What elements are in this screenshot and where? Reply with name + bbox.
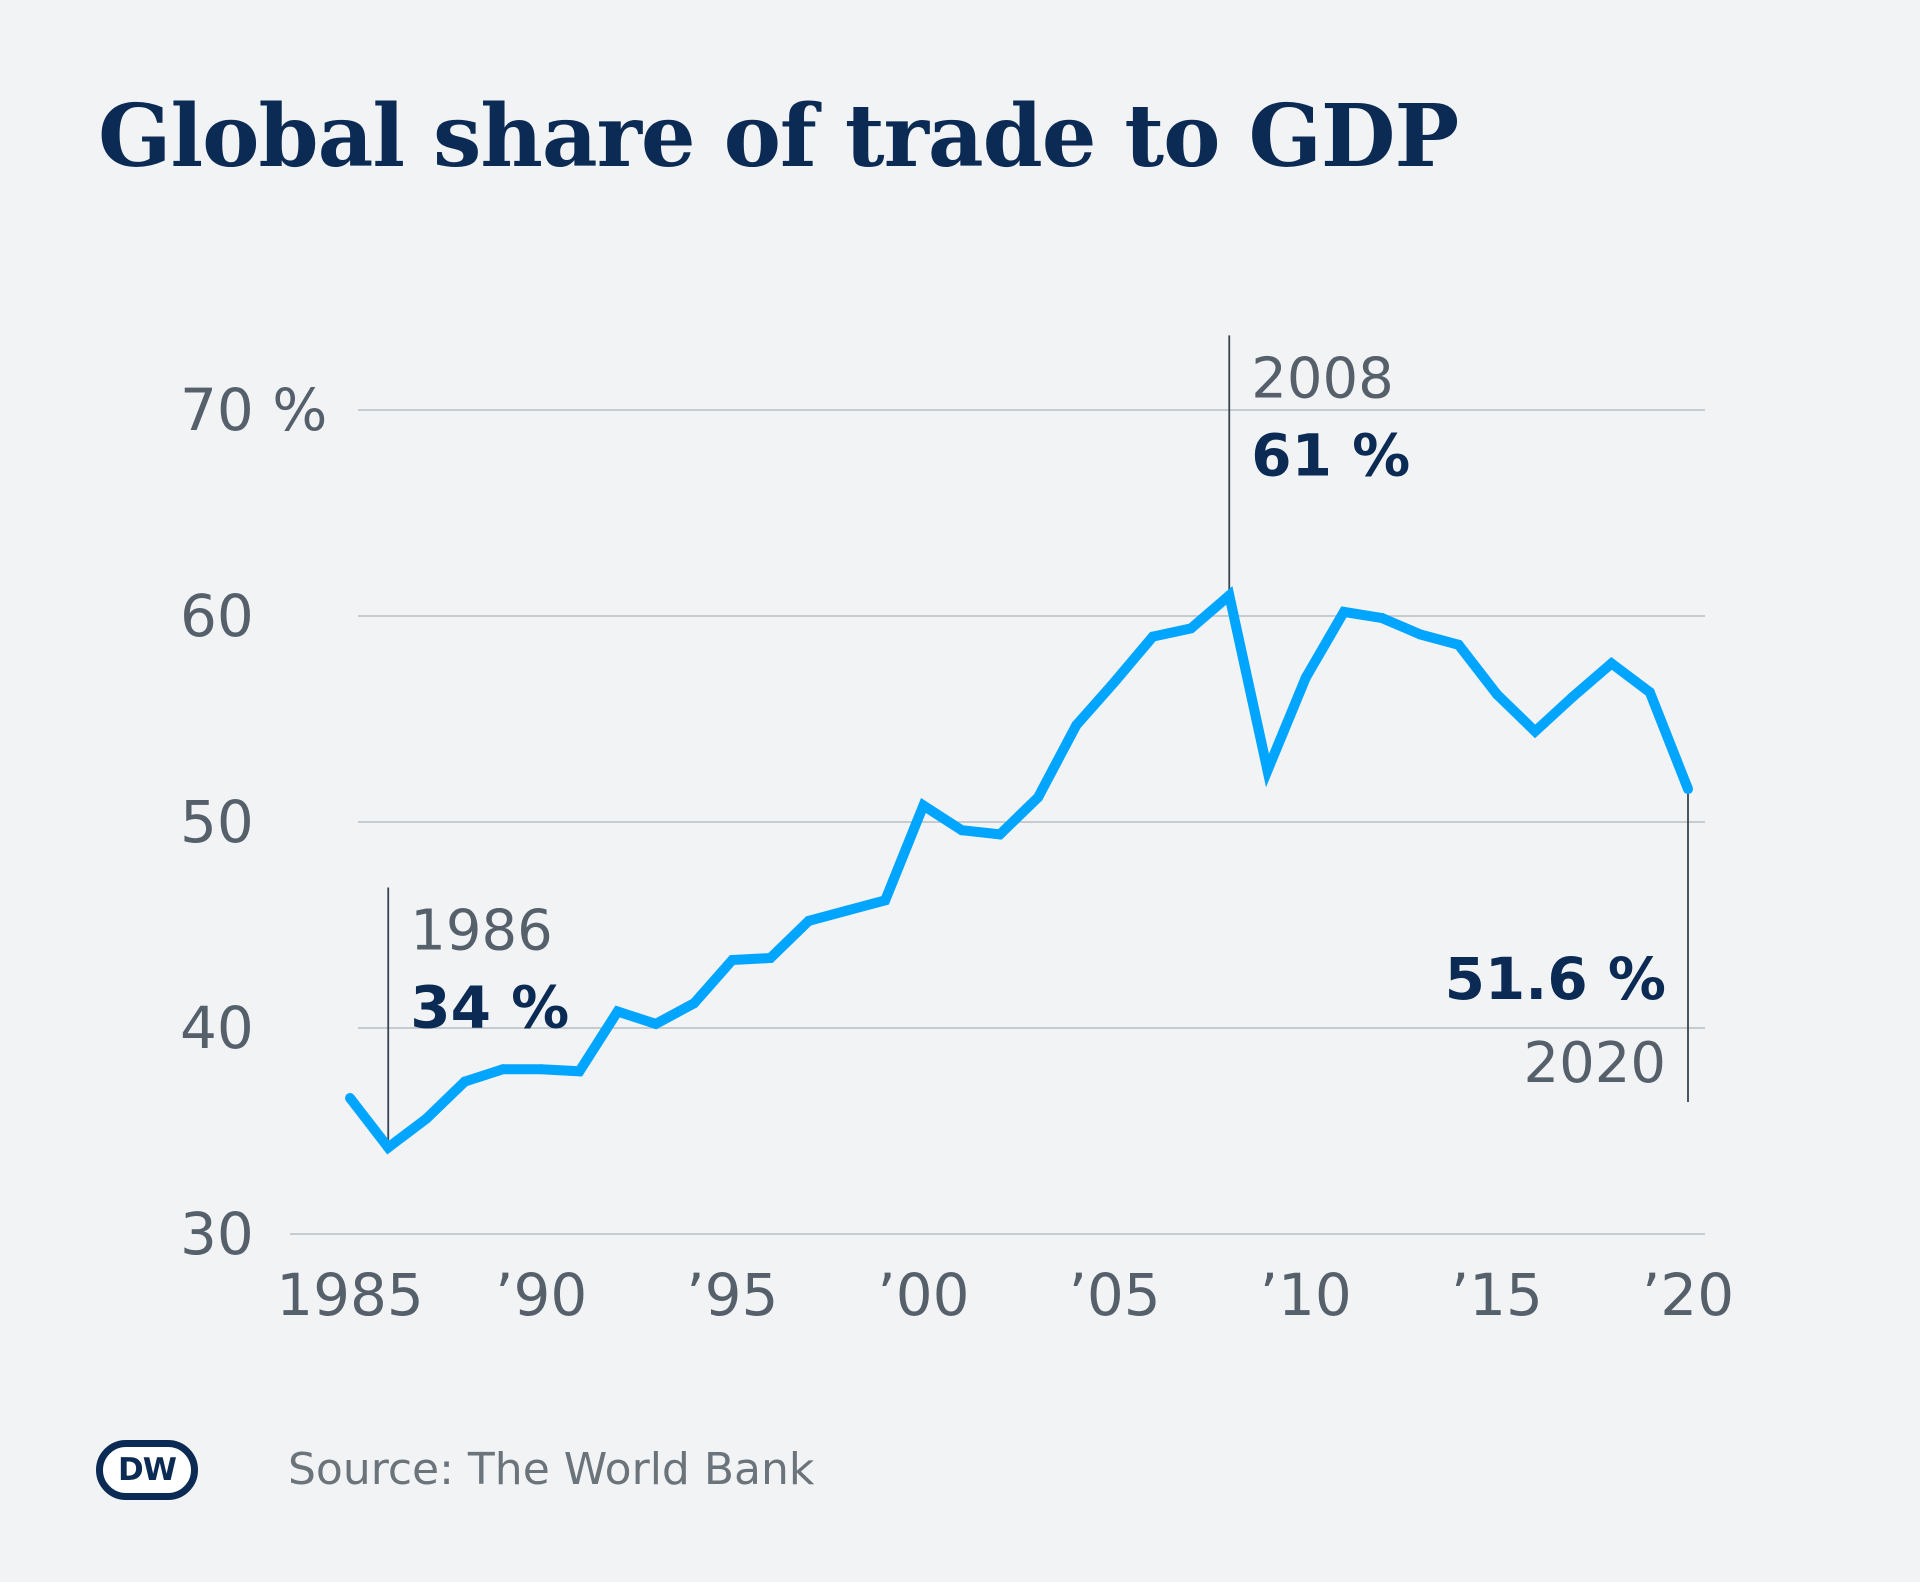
data-point-2016 bbox=[1530, 726, 1541, 737]
data-point-2013 bbox=[1415, 629, 1426, 640]
data-point-1994 bbox=[689, 998, 700, 1009]
x-tick-label-2015: ’15 bbox=[1451, 1261, 1543, 1329]
x-tick-label-1985: 1985 bbox=[276, 1261, 424, 1329]
x-tick-label-1990: ’90 bbox=[495, 1261, 587, 1329]
chart-title: Global share of trade to GDP bbox=[98, 86, 1459, 187]
y-tick-label-60: 60 bbox=[180, 582, 254, 650]
data-point-2005 bbox=[1109, 676, 1120, 687]
x-tick-label-2010: ’10 bbox=[1260, 1261, 1352, 1329]
data-point-1990 bbox=[536, 1064, 547, 1075]
data-point-2008 bbox=[1224, 590, 1235, 601]
data-point-2002 bbox=[994, 829, 1005, 840]
annotation-value-1986: 34 % bbox=[410, 973, 569, 1041]
data-point-2019 bbox=[1644, 687, 1655, 698]
gridlines bbox=[290, 409, 1705, 1235]
x-tick-label-1995: ’95 bbox=[686, 1261, 778, 1329]
data-point-1989 bbox=[497, 1064, 508, 1075]
data-point-1992 bbox=[612, 1006, 623, 1017]
annotation-year-2020: 2020 bbox=[1523, 1031, 1666, 1096]
data-point-2009 bbox=[1262, 765, 1273, 776]
y-axis-ticks: 30 40 50 60 70 % bbox=[180, 376, 327, 1268]
annotation-labels: 1986 34 % 2008 61 % 51.6 % 2020 bbox=[410, 346, 1666, 1096]
data-point-1991 bbox=[574, 1066, 585, 1077]
data-point-2000 bbox=[918, 800, 929, 811]
data-point-2014 bbox=[1453, 639, 1464, 650]
data-point-2003 bbox=[1033, 792, 1044, 803]
dw-logo-icon: DW bbox=[96, 1440, 198, 1500]
data-point-1995 bbox=[727, 955, 738, 966]
x-tick-label-2020: ’20 bbox=[1642, 1261, 1734, 1329]
data-point-1997 bbox=[803, 915, 814, 926]
data-point-2004 bbox=[1071, 720, 1082, 731]
data-point-2007 bbox=[1186, 623, 1197, 634]
data-point-2017 bbox=[1568, 691, 1579, 702]
logo-text: DW bbox=[118, 1452, 177, 1488]
data-point-1987 bbox=[421, 1113, 432, 1124]
y-tick-label-40: 40 bbox=[180, 994, 254, 1062]
annotation-value-2020: 51.6 % bbox=[1445, 945, 1666, 1013]
data-point-2001 bbox=[956, 825, 967, 836]
data-point-2012 bbox=[1377, 613, 1388, 624]
data-point-1993 bbox=[650, 1018, 661, 1029]
data-point-2010 bbox=[1300, 672, 1311, 683]
data-point-1988 bbox=[459, 1076, 470, 1087]
y-tick-label-50: 50 bbox=[180, 788, 254, 856]
data-point-2015 bbox=[1491, 689, 1502, 700]
annotation-year-1986: 1986 bbox=[410, 898, 553, 963]
data-points bbox=[345, 590, 1693, 1153]
data-point-1985 bbox=[345, 1093, 355, 1104]
data-point-2018 bbox=[1606, 658, 1617, 669]
series-line-trade-share bbox=[346, 586, 1693, 1155]
x-tick-label-2000: ’00 bbox=[877, 1261, 969, 1329]
x-tick-label-2005: ’05 bbox=[1068, 1261, 1160, 1329]
data-point-2006 bbox=[1147, 631, 1158, 642]
annotation-year-2008: 2008 bbox=[1251, 346, 1394, 411]
y-tick-label-70: 70 % bbox=[180, 376, 327, 444]
data-point-2020 bbox=[1683, 784, 1693, 795]
y-tick-label-30: 30 bbox=[180, 1200, 254, 1268]
data-point-1986 bbox=[383, 1142, 394, 1153]
data-point-1998 bbox=[841, 905, 852, 916]
data-point-1999 bbox=[880, 895, 891, 906]
data-point-1996 bbox=[765, 952, 776, 963]
source-note: Source: The World Bank bbox=[288, 1444, 815, 1495]
annotation-value-2008: 61 % bbox=[1251, 421, 1410, 489]
data-point-2011 bbox=[1338, 606, 1349, 617]
x-axis-ticks: 1985 ’90 ’95 ’00 ’05 ’10 ’15 ’20 bbox=[276, 1261, 1734, 1329]
